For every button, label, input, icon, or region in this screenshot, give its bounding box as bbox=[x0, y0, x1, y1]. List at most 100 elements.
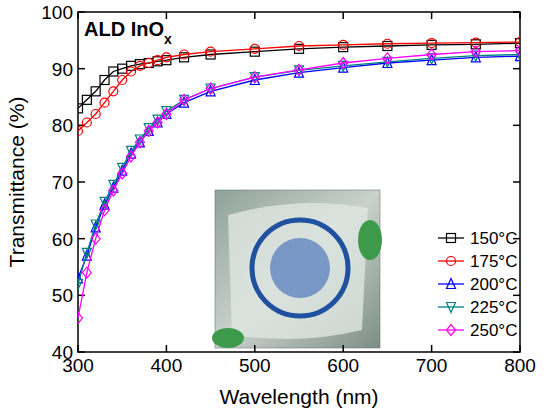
legend-marker bbox=[447, 325, 456, 336]
data-point bbox=[78, 104, 83, 113]
data-point bbox=[162, 109, 171, 120]
y-axis-title: Transmittance (%) bbox=[5, 97, 28, 268]
y-tick bbox=[78, 351, 85, 353]
x-tick-label: 500 bbox=[239, 355, 271, 376]
y-tick-right bbox=[513, 68, 520, 70]
photo-seal bbox=[252, 220, 348, 316]
y-tick-label: 40 bbox=[52, 342, 73, 363]
legend-line bbox=[438, 283, 464, 284]
data-point bbox=[339, 58, 348, 69]
y-tick-label: 50 bbox=[52, 285, 73, 306]
legend: 150°C175°C200°C225°C250°C bbox=[438, 229, 517, 340]
data-point bbox=[82, 95, 91, 104]
data-point bbox=[180, 50, 189, 59]
y-tick bbox=[78, 181, 85, 183]
y-tick bbox=[78, 295, 85, 297]
y-tick-right bbox=[513, 11, 520, 13]
x-tick-top bbox=[431, 12, 433, 19]
photo-seal-core bbox=[270, 238, 330, 298]
data-point bbox=[78, 127, 83, 136]
data-point bbox=[135, 61, 144, 70]
x-tick bbox=[342, 345, 344, 352]
y-tick-right bbox=[513, 125, 520, 127]
data-point bbox=[144, 126, 153, 137]
data-point bbox=[383, 39, 392, 48]
data-point bbox=[91, 87, 100, 96]
series-line bbox=[78, 55, 520, 285]
y-tick-right bbox=[513, 295, 520, 297]
x-axis-title: Wavelength (nm) bbox=[219, 385, 378, 408]
inset-photo bbox=[212, 190, 382, 348]
series-line bbox=[78, 42, 520, 131]
data-point bbox=[118, 76, 127, 85]
y-tick-label: 80 bbox=[52, 115, 73, 136]
data-point bbox=[180, 94, 189, 105]
data-point bbox=[471, 46, 480, 57]
data-point bbox=[144, 59, 153, 68]
data-point bbox=[339, 43, 348, 52]
legend-line bbox=[438, 237, 464, 238]
data-point bbox=[118, 64, 127, 73]
data-point bbox=[162, 53, 171, 62]
x-tick-label: 700 bbox=[416, 355, 448, 376]
data-point bbox=[100, 76, 109, 85]
legend-line bbox=[438, 306, 464, 307]
data-point bbox=[427, 49, 436, 60]
y-tick-label: 100 bbox=[41, 2, 73, 23]
x-tick-label: 800 bbox=[504, 355, 536, 376]
data-point bbox=[295, 64, 304, 75]
data-point bbox=[78, 280, 83, 290]
data-point bbox=[135, 137, 144, 148]
y-tick-label: 60 bbox=[52, 229, 73, 250]
legend-marker bbox=[447, 257, 456, 266]
data-point bbox=[118, 168, 127, 179]
data-point bbox=[100, 98, 109, 107]
legend-label: 200°C bbox=[470, 275, 517, 294]
x-tick-top bbox=[519, 12, 521, 19]
photo-glove bbox=[358, 220, 382, 260]
data-point bbox=[82, 267, 91, 278]
y-tick bbox=[78, 11, 85, 13]
y-tick-right bbox=[513, 351, 520, 353]
data-group bbox=[78, 38, 520, 324]
y-tick-label: 70 bbox=[52, 172, 73, 193]
legend-marker bbox=[447, 234, 456, 243]
y-tick bbox=[78, 68, 85, 70]
legend-line bbox=[438, 329, 464, 330]
x-tick-top bbox=[77, 12, 79, 19]
legend-label: 150°C bbox=[470, 229, 517, 248]
x-tick-label: 400 bbox=[151, 355, 183, 376]
x-tick-top bbox=[342, 12, 344, 19]
data-point bbox=[91, 233, 100, 244]
photo-glove bbox=[212, 328, 244, 348]
legend-marker bbox=[447, 279, 456, 289]
data-point bbox=[206, 83, 215, 94]
data-point bbox=[383, 53, 392, 64]
y-tick-right bbox=[513, 181, 520, 183]
data-point bbox=[250, 72, 259, 83]
data-point bbox=[82, 248, 91, 258]
data-point bbox=[82, 118, 91, 127]
x-tick-top bbox=[166, 12, 168, 19]
data-point bbox=[383, 42, 392, 51]
data-point bbox=[78, 313, 83, 324]
photo-film bbox=[228, 203, 368, 339]
data-point bbox=[127, 67, 136, 76]
data-point bbox=[250, 44, 259, 53]
x-tick-top bbox=[254, 12, 256, 19]
data-point bbox=[91, 110, 100, 119]
data-point bbox=[339, 40, 348, 49]
series-line bbox=[78, 56, 520, 278]
photo-bg bbox=[215, 190, 380, 348]
chart-title: ALD InOx bbox=[84, 18, 172, 47]
data-point bbox=[516, 45, 521, 56]
data-point bbox=[109, 185, 118, 196]
data-point bbox=[109, 87, 118, 96]
data-point bbox=[295, 42, 304, 51]
y-tick bbox=[78, 238, 85, 240]
data-point bbox=[153, 117, 162, 128]
x-tick-label: 600 bbox=[327, 355, 359, 376]
plot-frame bbox=[78, 12, 520, 352]
data-point bbox=[127, 151, 136, 162]
legend-line bbox=[438, 260, 464, 261]
